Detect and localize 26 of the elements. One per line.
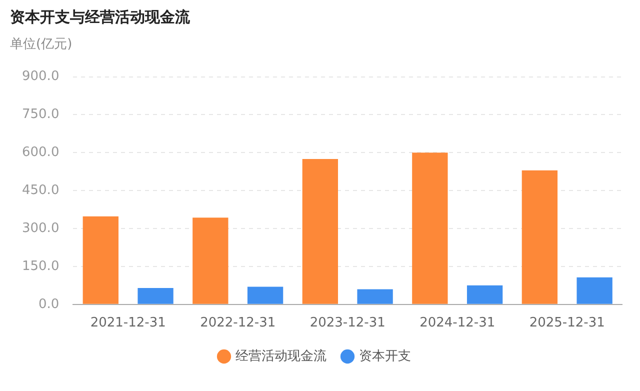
- bar: [357, 289, 393, 304]
- x-tick-label: 2022-12-31: [200, 316, 276, 331]
- x-tick-label: 2023-12-31: [310, 316, 386, 331]
- x-tick-label: 2024-12-31: [420, 316, 496, 331]
- y-tick-label: 600.0: [22, 145, 60, 160]
- bar: [138, 288, 174, 304]
- x-tick-label: 2021-12-31: [90, 316, 166, 331]
- legend-label: 经营活动现金流: [236, 348, 326, 364]
- y-tick-label: 450.0: [22, 182, 60, 198]
- x-tick-label: 2025-12-31: [529, 316, 605, 331]
- y-tick-label: 150.0: [22, 258, 60, 274]
- bar: [82, 216, 118, 304]
- bar: [466, 285, 503, 304]
- bar: [412, 152, 448, 304]
- bar: [576, 277, 612, 304]
- bar: [302, 158, 338, 304]
- y-axis-title: 单位(亿元): [10, 36, 74, 53]
- bar: [192, 218, 228, 304]
- bar: [247, 286, 284, 304]
- chart-title: 资本开支与经营活动现金流: [10, 8, 191, 27]
- y-tick-label: 900.0: [22, 69, 60, 84]
- y-tick-label: 300.0: [22, 220, 60, 236]
- y-tick-label: 750.0: [22, 107, 60, 122]
- y-tick-label: 0.0: [38, 296, 60, 312]
- bar: [522, 170, 558, 304]
- legend-label: 资本开支: [359, 348, 411, 364]
